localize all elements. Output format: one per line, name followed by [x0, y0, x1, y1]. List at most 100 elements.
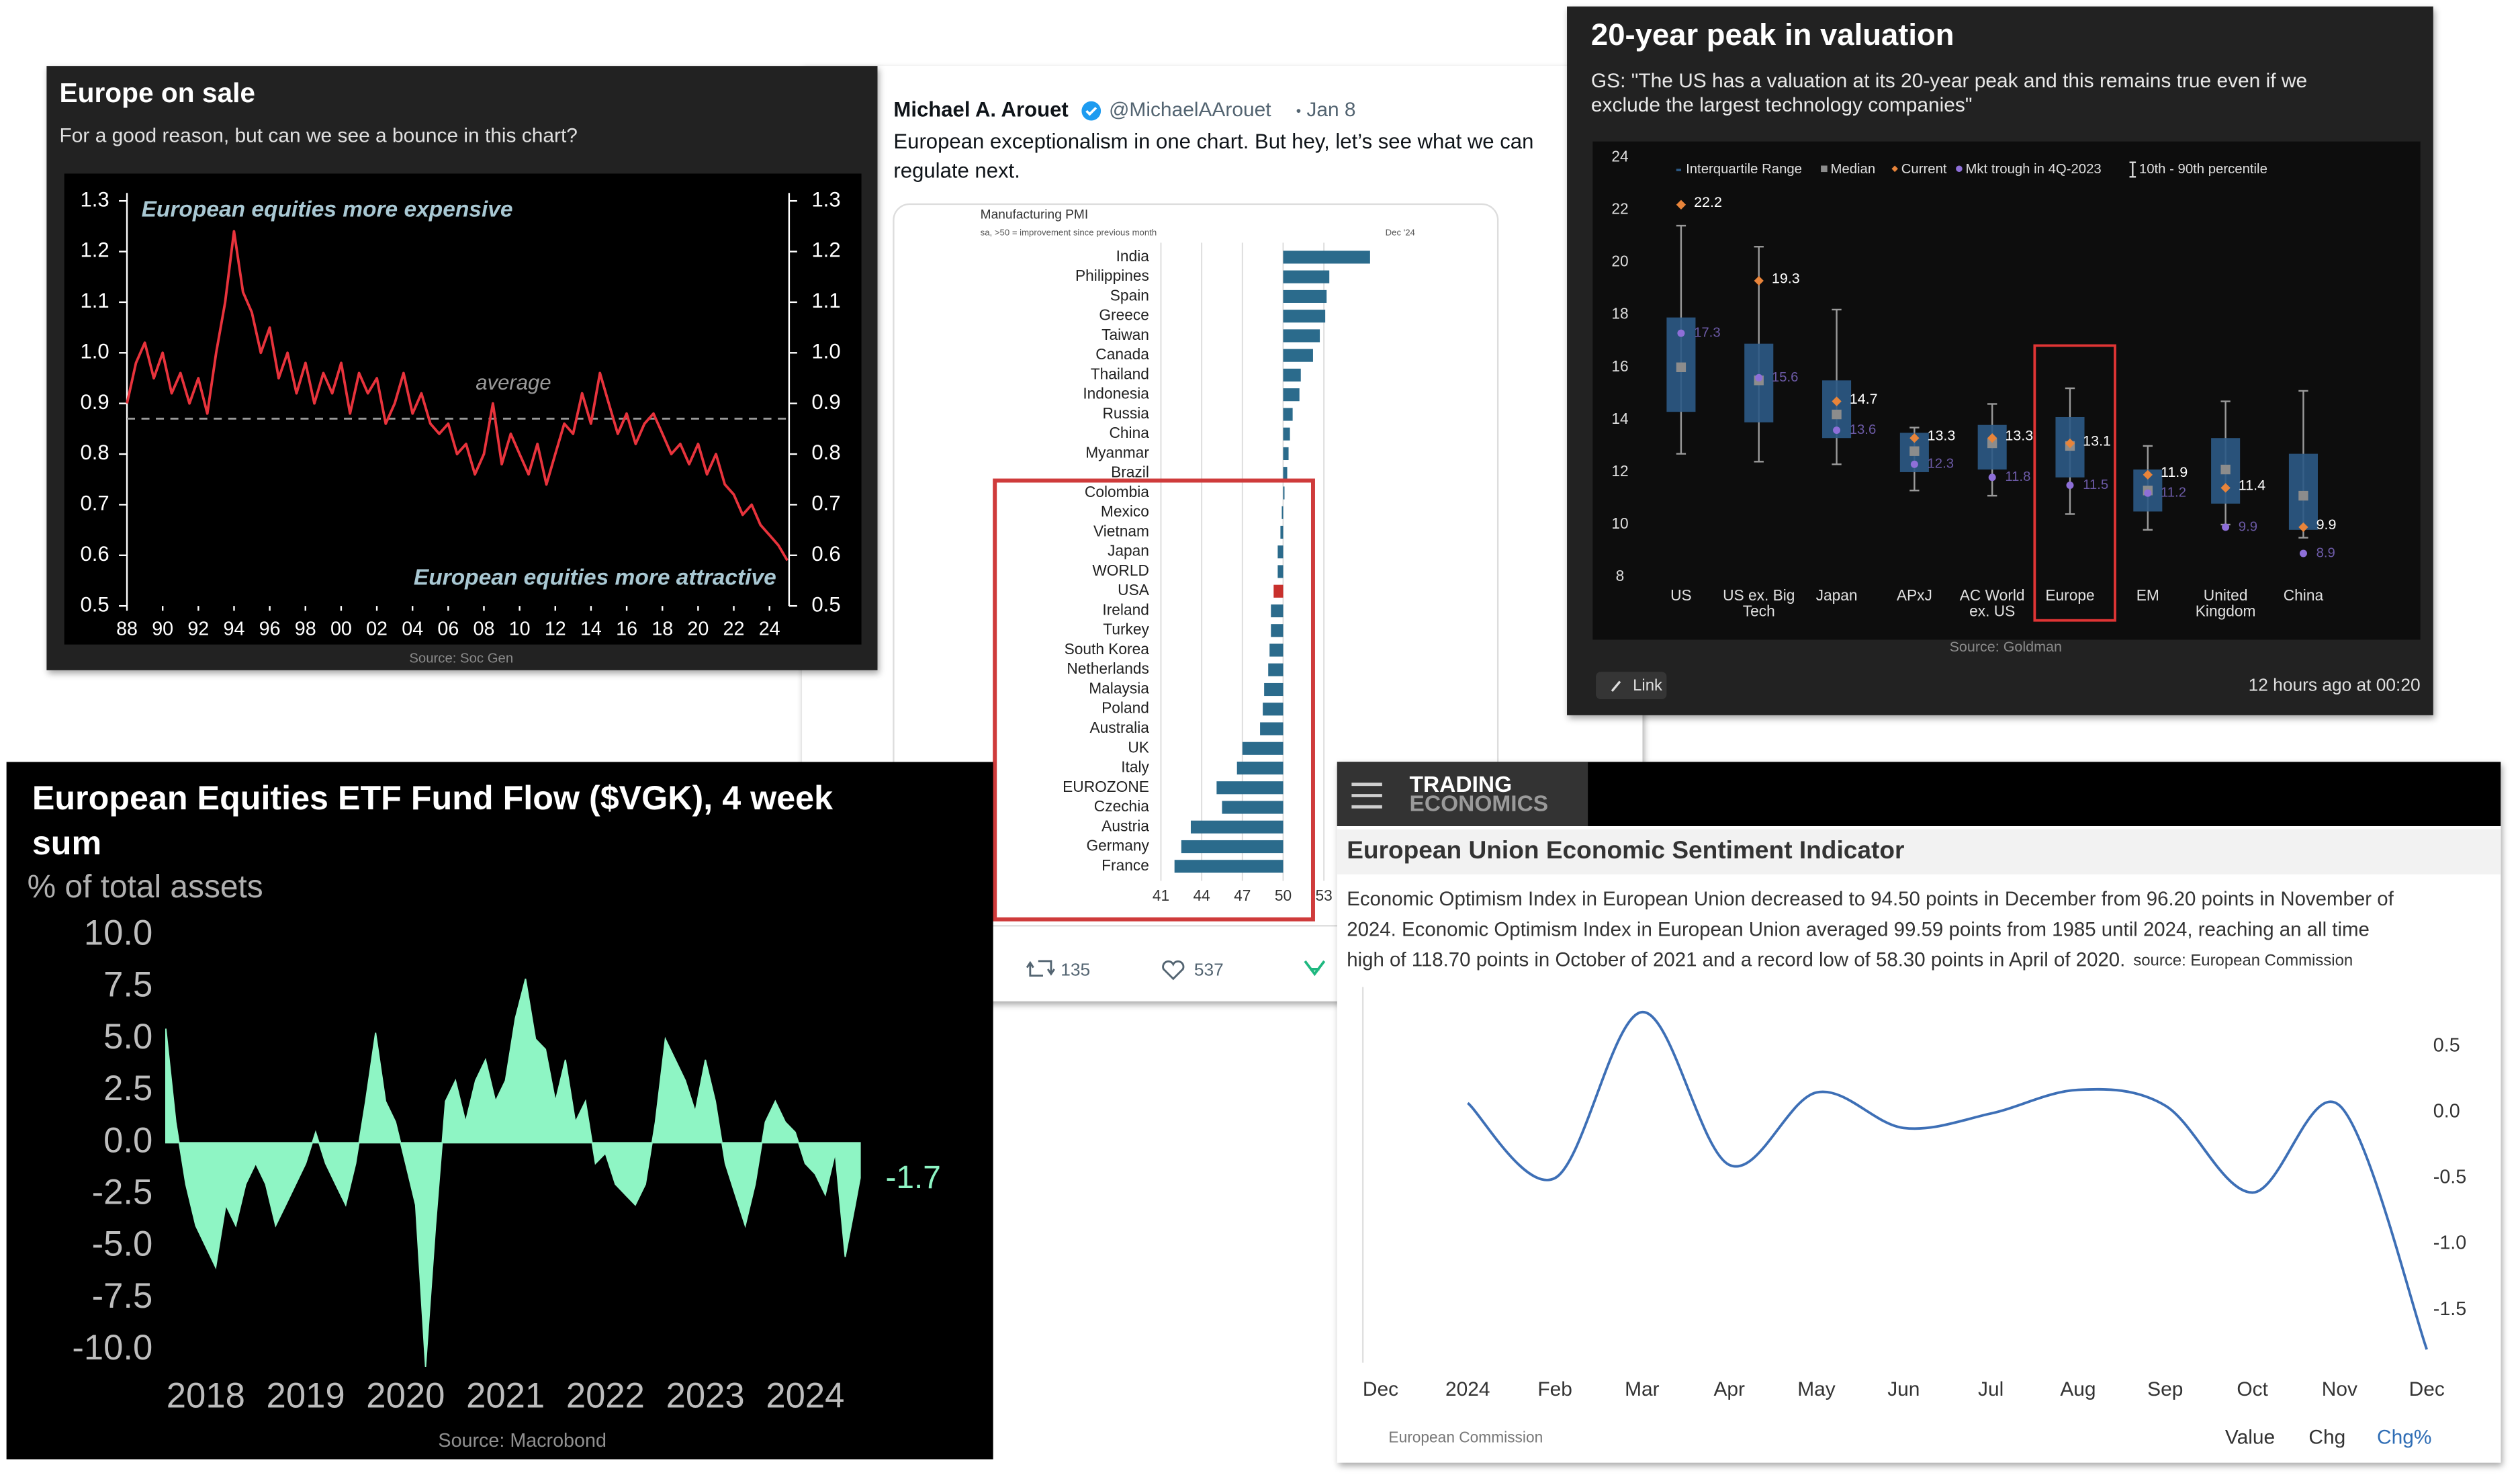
source-note: Source: Soc Gen: [409, 651, 513, 666]
bar: [1283, 251, 1370, 264]
y-tick-label: 14: [1611, 410, 1628, 427]
pmi-date: Dec '24: [1386, 227, 1415, 237]
bar: [1190, 820, 1284, 834]
tweet-text: regulate next.: [893, 159, 1020, 182]
bar: [1283, 427, 1290, 441]
category-label: USA: [1118, 581, 1150, 598]
y2-tick-label: 0.5: [811, 592, 840, 616]
category-label: Czechia: [1094, 797, 1149, 815]
category-label: Brazil: [1111, 463, 1149, 481]
bar: [1283, 310, 1326, 323]
annotation: European equities more expensive: [142, 197, 513, 222]
x-tick-label: May: [1797, 1378, 1836, 1400]
chart-title: 20-year peak in valuation: [1591, 17, 1954, 52]
y-tick-label: 0.8: [80, 441, 109, 464]
bar: [1283, 368, 1301, 382]
category-label: Mexico: [1101, 502, 1149, 520]
trough-label: 17.3: [1694, 325, 1721, 340]
logo-line: ECONOMICS: [1410, 792, 1549, 817]
trough-marker: [2144, 489, 2152, 497]
highlight-box: [993, 478, 1315, 922]
bar: [1283, 388, 1300, 402]
highlight-box: [2033, 344, 2116, 622]
y2-tick-label: 0.8: [811, 441, 840, 464]
title-band: [1337, 829, 2501, 875]
chart-title: European Equities ETF Fund Flow ($VGK), …: [32, 779, 833, 817]
trough-label: 11.5: [2083, 478, 2108, 492]
x-tick-label: 94: [224, 619, 245, 640]
trough-marker: [2222, 523, 2230, 531]
x-tick-label: Dec: [2409, 1378, 2445, 1400]
trough-marker: [1755, 373, 1763, 382]
verified-check: [1085, 107, 1097, 116]
bar: [1283, 289, 1327, 303]
category-label: India: [1116, 247, 1150, 265]
trough-label: 15.6: [1772, 370, 1799, 385]
y-tick-label: 8: [1616, 567, 1625, 584]
x-tick-label: 2024: [1445, 1378, 1490, 1400]
description: high of 118.70 points in October of 2021…: [1347, 949, 2125, 971]
y-tick-label: 16: [1611, 357, 1628, 375]
x-tick-label: EM: [2136, 586, 2159, 604]
y2-tick-label: 0.9: [811, 390, 840, 414]
y-tick-label: 0.0: [2433, 1100, 2460, 1122]
bar: [1263, 703, 1284, 716]
x-tick-label: Europe: [2045, 586, 2094, 604]
legend-marker: [1956, 165, 1963, 173]
category-label: Australia: [1090, 719, 1150, 736]
x-tick-label: 04: [402, 619, 423, 640]
bar: [1283, 329, 1320, 343]
current-label: 9.9: [2316, 517, 2337, 533]
x-tick-label: 50: [1275, 887, 1292, 904]
line-series: [126, 230, 789, 562]
category-label: Italy: [1121, 758, 1149, 776]
x-tick-label: 16: [616, 619, 637, 640]
line-series: [1467, 1010, 2429, 1350]
bar: [1264, 682, 1284, 697]
current-label: 14.7: [1850, 391, 1878, 407]
x-tick-label: 44: [1193, 887, 1210, 904]
x-tick-label: 92: [187, 619, 209, 640]
category-label: Germany: [1086, 837, 1149, 854]
x-tick-label: United: [2204, 586, 2248, 604]
y-tick-label: 10.0: [84, 913, 152, 952]
like-icon: [1162, 960, 1185, 981]
x-tick-label: 20: [687, 619, 709, 640]
x-tick-label: China: [2284, 586, 2324, 604]
trough-marker: [2299, 549, 2307, 557]
bar: [1271, 624, 1284, 637]
bar: [1269, 643, 1284, 657]
bar: [1277, 565, 1284, 578]
y-tick-label: 0.0: [103, 1120, 152, 1160]
trough-marker: [1988, 474, 1996, 482]
category-label: Thailand: [1091, 365, 1149, 382]
trough-marker: [1910, 460, 1918, 468]
current-label: 19.3: [1772, 270, 1800, 286]
y-tick-label: -5.0: [92, 1224, 153, 1264]
area-series: [165, 979, 861, 1367]
current-marker: [1754, 275, 1764, 286]
bar: [1271, 604, 1284, 618]
current-marker: [1909, 433, 1920, 443]
current-marker: [1676, 199, 1686, 210]
chart-card: [893, 203, 1499, 927]
legend-label: 10th - 90th percentile: [2139, 162, 2267, 177]
x-tick-label: 24: [759, 619, 780, 640]
y-tick-label: 7.5: [103, 965, 152, 1005]
x-tick-label: ex. US: [1969, 602, 2015, 620]
legend-marker: [1821, 165, 1828, 173]
retweet-icon: [1026, 960, 1055, 977]
current-label: 11.4: [2239, 478, 2265, 494]
current-marker: [1987, 433, 1997, 443]
y2-tick-label: 0.6: [811, 542, 840, 566]
x-tick-label: 2021: [466, 1376, 545, 1416]
legend-label: Current: [1901, 162, 1947, 177]
source-note: source: European Commission: [2133, 951, 2353, 969]
menu-icon-bar: [1351, 805, 1382, 809]
median-marker: [2220, 464, 2231, 475]
current-marker: [1832, 396, 1842, 406]
description: Economic Optimism Index in European Unio…: [1347, 888, 2394, 910]
bar: [1216, 781, 1284, 795]
